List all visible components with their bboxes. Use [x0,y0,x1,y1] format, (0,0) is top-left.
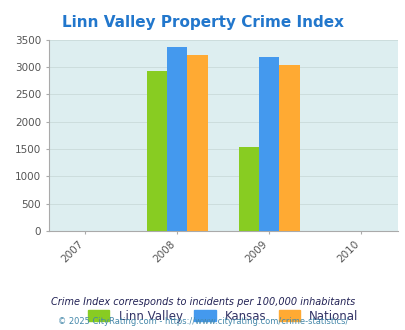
Bar [187,55,207,231]
Bar [258,56,279,231]
Bar [279,65,299,231]
Text: Linn Valley Property Crime Index: Linn Valley Property Crime Index [62,15,343,30]
Legend: Linn Valley, Kansas, National: Linn Valley, Kansas, National [88,310,358,323]
Text: © 2025 CityRating.com - https://www.cityrating.com/crime-statistics/: © 2025 CityRating.com - https://www.city… [58,317,347,326]
Bar [147,71,167,231]
Text: Crime Index corresponds to incidents per 100,000 inhabitants: Crime Index corresponds to incidents per… [51,297,354,307]
Bar [167,47,187,231]
Bar [238,147,258,231]
